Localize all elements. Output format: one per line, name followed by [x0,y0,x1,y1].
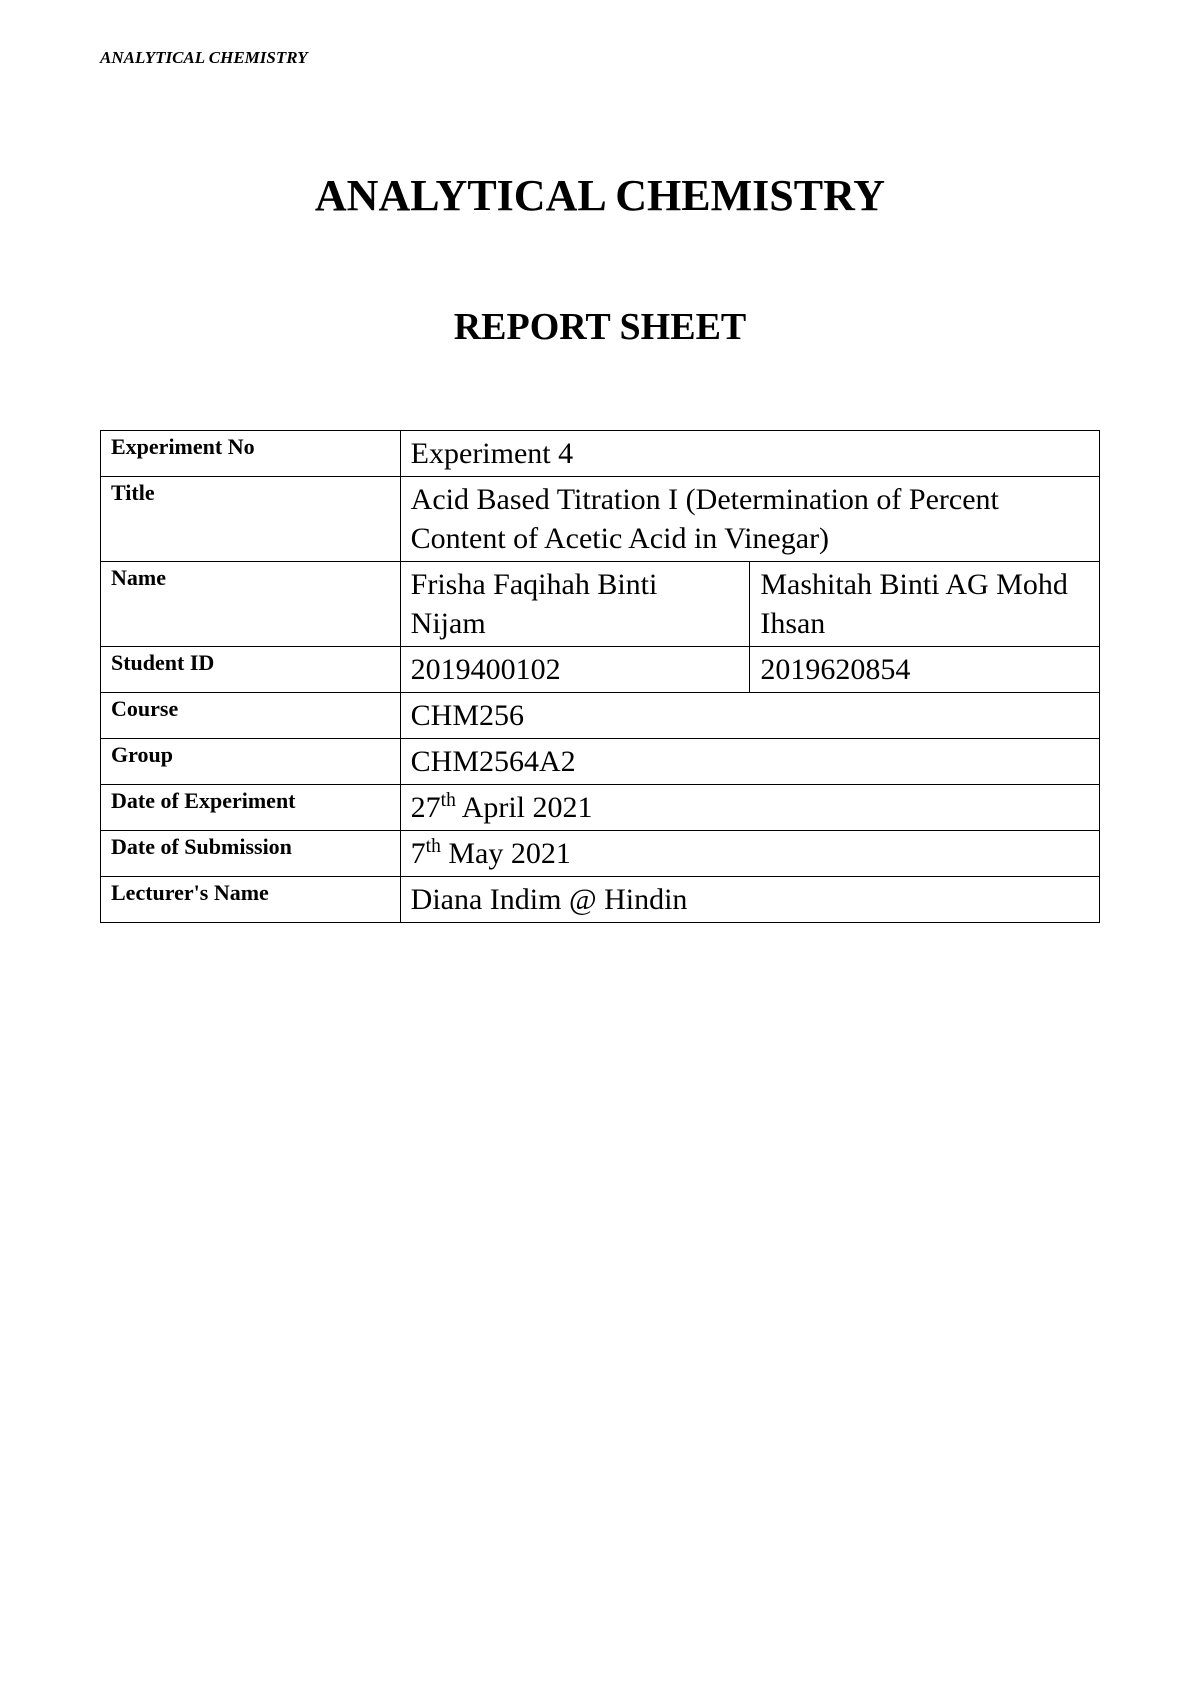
label-title: Title [101,477,401,562]
value-lecturer: Diana Indim @ Hindin [400,877,1099,923]
report-table: Experiment No Experiment 4 Title Acid Ba… [100,430,1100,923]
label-name: Name [101,562,401,647]
table-row-title: Title Acid Based Titration I (Determinat… [101,477,1100,562]
date-submission-day: 7 [411,837,426,870]
value-date-submission: 7th May 2021 [400,831,1099,877]
table-row-name: Name Frisha Faqihah Binti Nijam Mashitah… [101,562,1100,647]
value-course: CHM256 [400,693,1099,739]
label-date-submission: Date of Submission [101,831,401,877]
label-date-experiment: Date of Experiment [101,785,401,831]
date-experiment-rest: April 2021 [456,791,593,824]
value-experiment-no: Experiment 4 [400,431,1099,477]
table-row-course: Course CHM256 [101,693,1100,739]
table-row-date-submission: Date of Submission 7th May 2021 [101,831,1100,877]
label-student-id: Student ID [101,647,401,693]
date-submission-suffix: th [426,836,441,857]
sub-title: REPORT SHEET [0,305,1200,349]
date-submission-rest: May 2021 [441,837,571,870]
value-group: CHM2564A2 [400,739,1099,785]
value-date-experiment: 27th April 2021 [400,785,1099,831]
table-row-group: Group CHM2564A2 [101,739,1100,785]
date-experiment-suffix: th [441,790,456,811]
main-title: ANALYTICAL CHEMISTRY [0,170,1200,221]
table-row-student-id: Student ID 2019400102 2019620854 [101,647,1100,693]
label-course: Course [101,693,401,739]
table-row-experiment-no: Experiment No Experiment 4 [101,431,1100,477]
header-text: ANALYTICAL CHEMISTRY [100,48,308,67]
table-row-lecturer: Lecturer's Name Diana Indim @ Hindin [101,877,1100,923]
value-student-id-1: 2019400102 [400,647,750,693]
label-lecturer: Lecturer's Name [101,877,401,923]
value-name-1: Frisha Faqihah Binti Nijam [400,562,750,647]
label-group: Group [101,739,401,785]
date-experiment-day: 27 [411,791,441,824]
label-experiment-no: Experiment No [101,431,401,477]
sub-title-text: REPORT SHEET [454,306,747,348]
table-row-date-experiment: Date of Experiment 27th April 2021 [101,785,1100,831]
value-student-id-2: 2019620854 [750,647,1100,693]
value-name-2: Mashitah Binti AG Mohd Ihsan [750,562,1100,647]
main-title-text: ANALYTICAL CHEMISTRY [315,171,885,220]
page-header: ANALYTICAL CHEMISTRY [100,48,308,68]
value-title: Acid Based Titration I (Determination of… [400,477,1099,562]
